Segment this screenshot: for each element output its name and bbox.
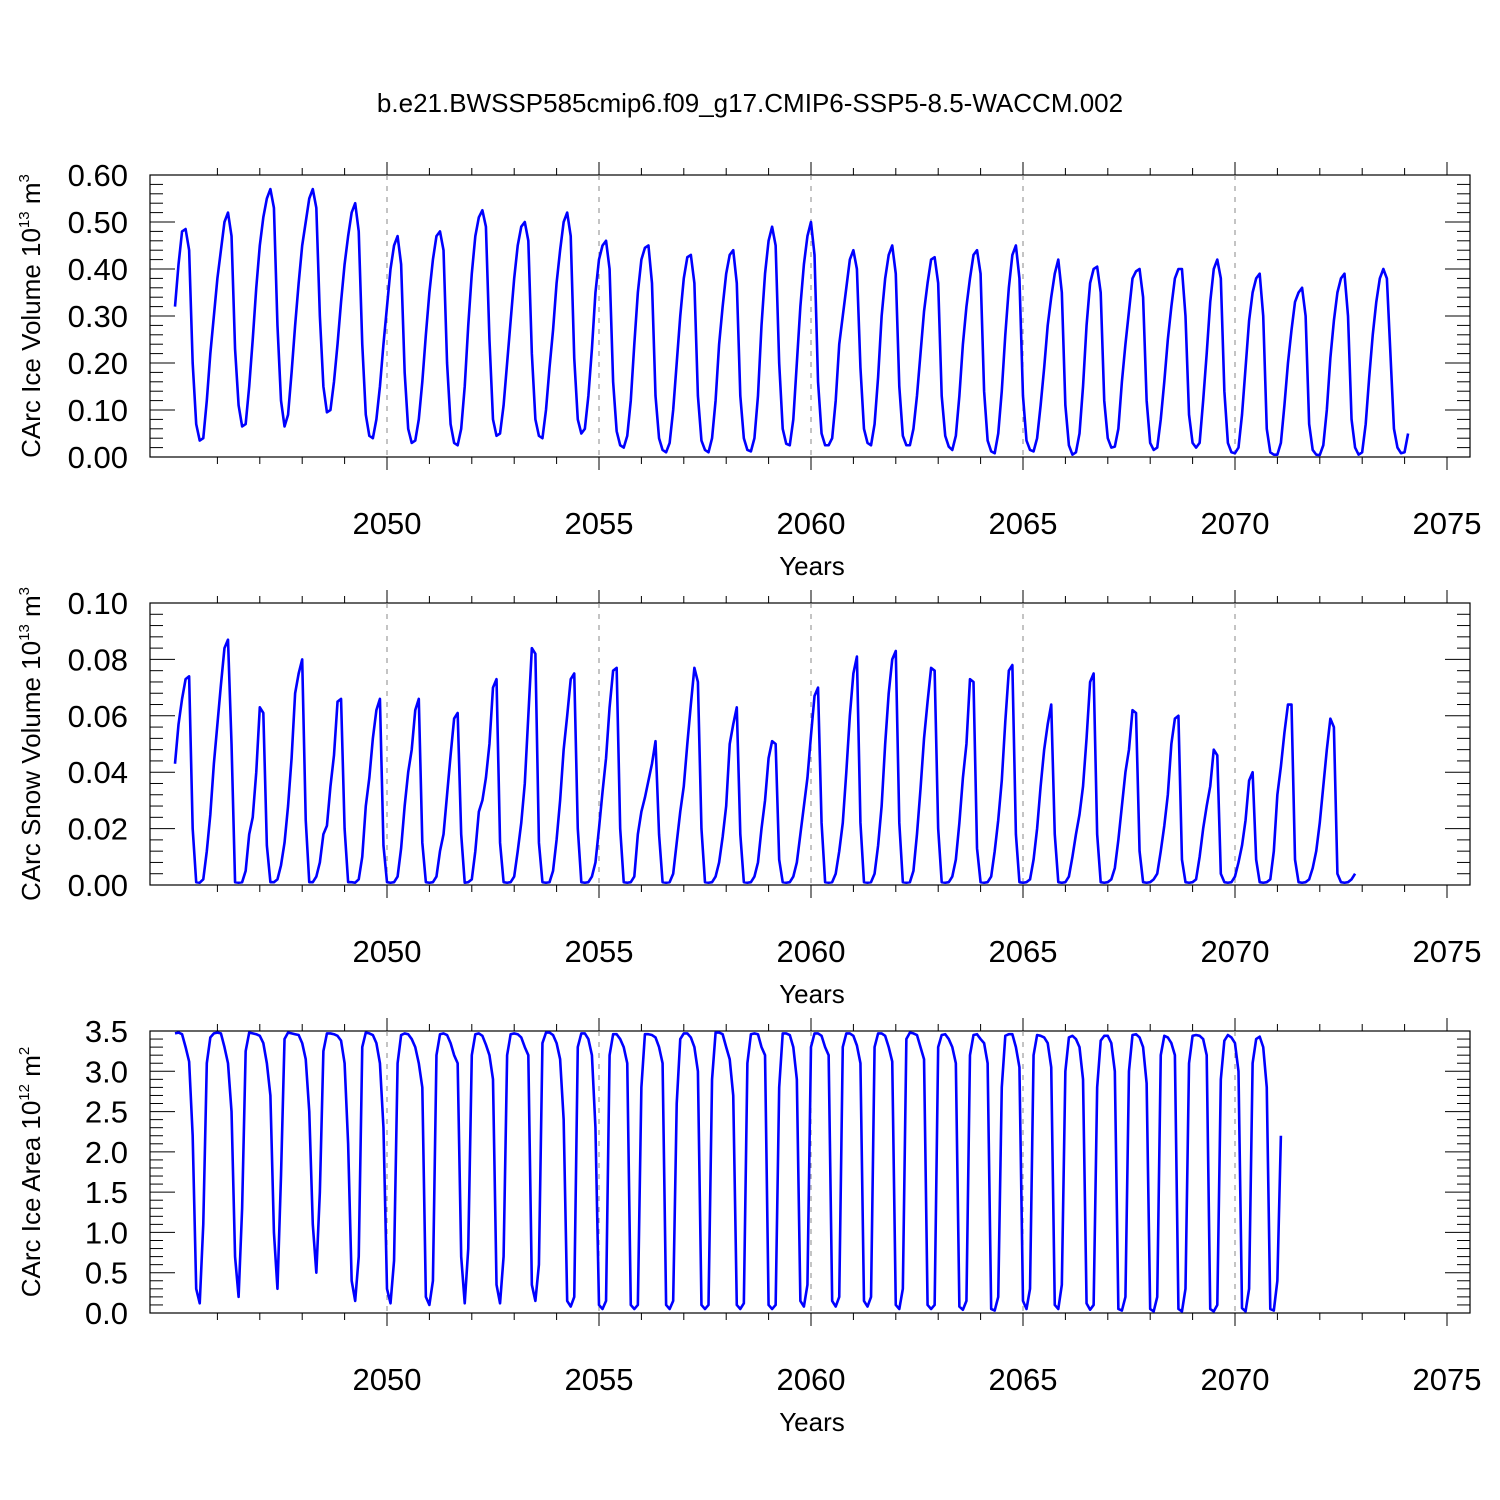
y-tick-label: 3.5 [85, 1014, 128, 1049]
series-line-carc-ice-area [174, 1031, 1283, 1313]
y-tick-label: 1.5 [85, 1175, 128, 1210]
y-tick-label: 0.02 [68, 812, 128, 847]
y-tick-label: 0.50 [68, 205, 128, 240]
x-tick-label: 2060 [777, 506, 846, 541]
series-line-carc-ice-volume [173, 187, 1410, 457]
x-axis-label: Years [779, 979, 845, 1009]
x-axis-label: Years [779, 1407, 845, 1437]
y-tick-label: 0.00 [68, 868, 128, 903]
x-tick-label: 2065 [989, 1362, 1058, 1397]
x-tick-label: 2070 [1201, 506, 1270, 541]
x-tick-label: 2070 [1201, 934, 1270, 969]
x-tick-label: 2050 [353, 1362, 422, 1397]
y-tick-label: 0.0 [85, 1296, 128, 1331]
y-axis-label: CArc Ice Volume 1013 m3 [16, 174, 46, 458]
snow-volume-panel: 2050 2055 2060 2065 2070 2075 Years 0.00 0.02 0.0… [16, 586, 1481, 1009]
figure-title: b.e21.BWSSP585cmip6.f09_g17.CMIP6-SSP5-8… [377, 88, 1123, 118]
y-tick-label: 0.10 [68, 393, 128, 428]
y-axis-label-unit_exponent: 2 [16, 1047, 33, 1055]
y-tick-label: 0.00 [68, 440, 128, 475]
x-tick-label: 2055 [565, 506, 634, 541]
y-axis-label-exponent: 13 [16, 211, 33, 228]
x-axis-label: Years [779, 551, 845, 581]
y-axis-label-unit: m [16, 182, 46, 211]
x-tick-label: 2065 [989, 934, 1058, 969]
y-axis-label-unit: m [16, 1055, 46, 1084]
x-tick-label: 2060 [777, 934, 846, 969]
y-tick-label: 0.20 [68, 346, 128, 381]
x-tick-label: 2055 [565, 1362, 634, 1397]
x-tick-label: 2065 [989, 506, 1058, 541]
plot-frame [149, 602, 1471, 886]
y-tick-label: 0.04 [68, 755, 128, 790]
series-line-carc-snow-volume [173, 638, 1357, 885]
y-tick-label: 0.10 [68, 586, 128, 621]
y-axis-label-unit_exponent: 3 [16, 174, 33, 182]
y-tick-label: 0.60 [68, 158, 128, 193]
y-axis-label: CArc Snow Volume 1013 m3 [16, 587, 46, 901]
y-tick-label: 0.5 [85, 1256, 128, 1291]
y-axis-label: CArc Ice Area 1012 m2 [16, 1047, 46, 1297]
y-tick-label: 2.5 [85, 1095, 128, 1130]
y-axis-label-exponent: 12 [16, 1084, 33, 1101]
y-axis-label-base: CArc Snow Volume 10 [16, 641, 46, 901]
y-tick-label: 0.06 [68, 699, 128, 734]
y-tick-label: 0.40 [68, 252, 128, 287]
x-tick-label: 2070 [1201, 1362, 1270, 1397]
x-tick-label: 2075 [1413, 506, 1482, 541]
x-tick-label: 2075 [1413, 1362, 1482, 1397]
y-axis-label-base: CArc Ice Area 10 [16, 1101, 46, 1298]
y-tick-label: 0.08 [68, 642, 128, 677]
x-tick-label: 2050 [353, 506, 422, 541]
x-tick-label: 2075 [1413, 934, 1482, 969]
y-tick-label: 3.0 [85, 1054, 128, 1089]
plot-frame [149, 1030, 1471, 1314]
plot-frame [149, 174, 1471, 458]
y-axis-label-unit: m [16, 595, 46, 624]
x-tick-label: 2050 [353, 934, 422, 969]
x-tick-label: 2055 [565, 934, 634, 969]
ice-volume-panel: 2050 2055 2060 2065 2070 2075 Years 0.00 0.10 0.2… [16, 158, 1481, 581]
y-axis-label-unit_exponent: 3 [16, 587, 33, 595]
y-axis-label-base: CArc Ice Volume 10 [16, 228, 46, 458]
y-tick-label: 1.0 [85, 1215, 128, 1250]
y-tick-label: 2.0 [85, 1135, 128, 1170]
y-tick-label: 0.30 [68, 299, 128, 334]
y-axis-label-exponent: 13 [16, 624, 33, 641]
x-tick-label: 2060 [777, 1362, 846, 1397]
ice-area-panel: 2050 2055 2060 2065 2070 2075 Years 0.0 0.5 1.0 1.… [16, 1014, 1481, 1437]
